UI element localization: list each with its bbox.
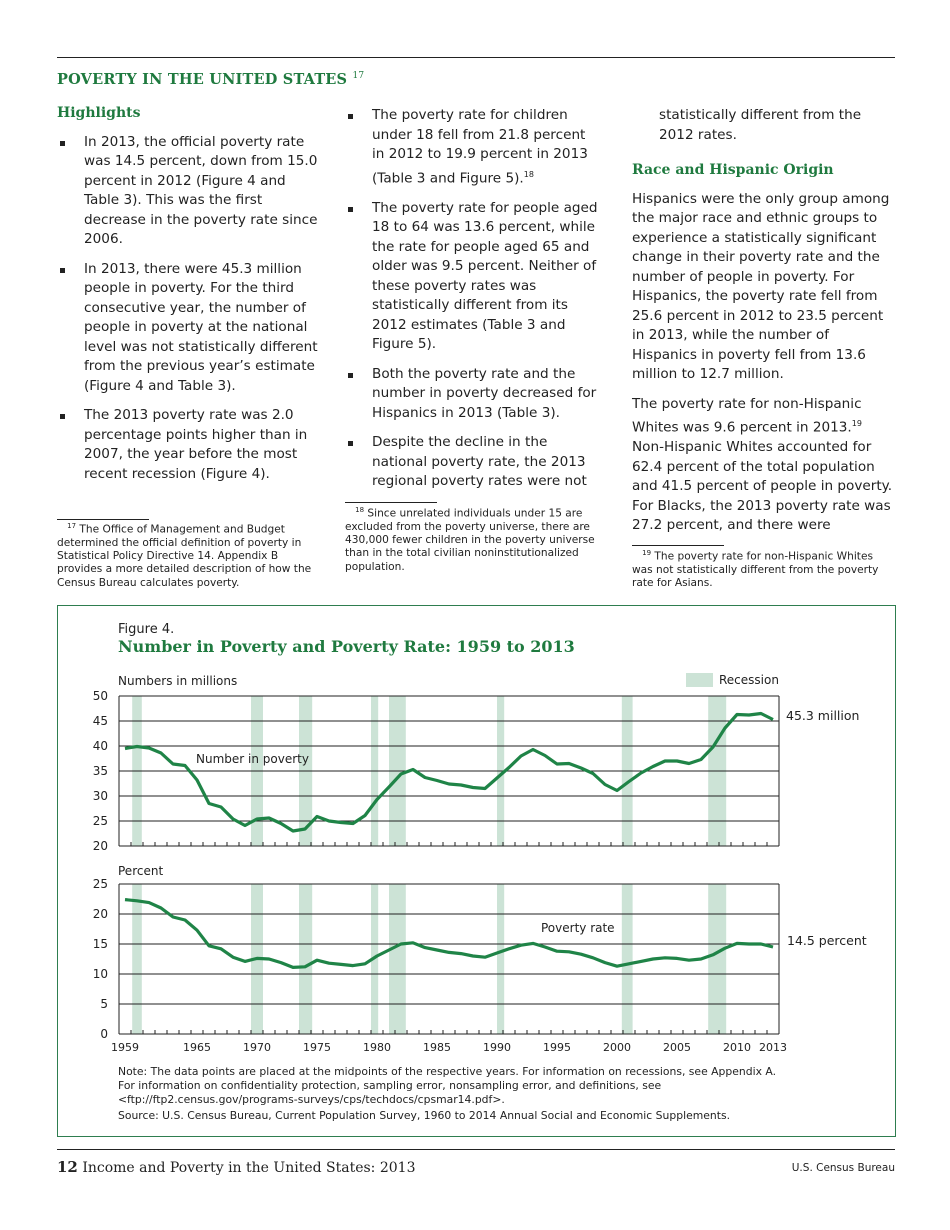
bullet-item: The 2013 poverty rate was 2.0 percentage… <box>57 406 322 484</box>
y-tick-label: 15 <box>93 937 108 951</box>
x-tick-label: 1965 <box>183 1041 211 1054</box>
recession-band <box>389 884 406 1034</box>
column-1: Highlights In 2013, the official poverty… <box>57 104 322 494</box>
footnote-rule <box>632 545 724 546</box>
recession-band <box>132 884 142 1034</box>
recession-band <box>299 884 313 1034</box>
x-tick-label: 1995 <box>543 1041 571 1054</box>
footnote-number: 19 <box>642 549 652 557</box>
y-tick-label: 30 <box>93 789 108 803</box>
bullet-item: In 2013, there were 45.3 million people … <box>57 260 322 397</box>
top-rule <box>57 57 895 58</box>
figure-note: Note: The data points are placed at the … <box>118 1065 776 1078</box>
y-tick-label: 25 <box>93 814 108 828</box>
y-tick-label: 50 <box>93 689 108 703</box>
bullet-text: The poverty rate for children under 18 f… <box>372 107 588 187</box>
footnote-rule <box>345 502 437 503</box>
series-line <box>124 898 774 969</box>
bullet-item: Despite the decline in the national pove… <box>345 433 601 492</box>
footnote-ref: 18 <box>523 169 534 179</box>
footnote-ref: 19 <box>851 419 862 428</box>
paragraph: Hispanics were the only group among the … <box>632 190 890 383</box>
rate-end-label: 14.5 percent <box>787 933 867 948</box>
continued-bullet-text: statistically different from the 2012 ra… <box>659 107 862 143</box>
paragraph-text: Non-Hispanic Whites accounted for 62.4 p… <box>632 439 893 534</box>
y-tick-label: 5 <box>100 997 108 1011</box>
poverty-chart: Figure 4. Number in Poverty and Poverty … <box>93 622 867 1122</box>
figure-4: Figure 4. Number in Poverty and Poverty … <box>57 605 896 1137</box>
number-series-label: Number in poverty <box>196 752 309 766</box>
recession-legend-label: Recession <box>719 673 779 687</box>
y-tick-label: 20 <box>93 839 108 853</box>
section-title-text: POVERTY IN THE UNITED STATES <box>57 71 348 88</box>
recession-band <box>621 884 633 1034</box>
paragraph: The poverty rate for non-Hispanic Whites… <box>632 395 894 536</box>
top-y-axis-label: Numbers in millions <box>118 674 237 688</box>
footnote-number: 18 <box>355 506 365 514</box>
x-tick-label: 2013 <box>759 1041 787 1054</box>
bullet-list: The poverty rate for children under 18 f… <box>345 106 601 492</box>
bullet-item: Both the poverty rate and the number in … <box>345 365 601 424</box>
section-title: POVERTY IN THE UNITED STATES 17 <box>57 71 364 88</box>
x-tick-label: 2010 <box>723 1041 751 1054</box>
y-tick-label: 0 <box>100 1027 108 1041</box>
footnote-text: Since unrelated individuals under 15 are… <box>345 507 595 573</box>
figure-label: Figure 4. <box>118 622 174 637</box>
x-tick-label: 1959 <box>111 1041 139 1054</box>
y-tick-label: 10 <box>93 967 108 981</box>
y-tick-label: 40 <box>93 739 108 753</box>
page-number: 12 <box>57 1158 78 1176</box>
y-tick-label: 35 <box>93 764 108 778</box>
footer: 12 Income and Poverty in the United Stat… <box>57 1158 415 1176</box>
y-tick-label: 45 <box>93 714 108 728</box>
recession-band <box>497 884 505 1034</box>
x-tick-label: 1985 <box>423 1041 451 1054</box>
bullet-item: In 2013, the official poverty rate was 1… <box>57 133 322 250</box>
footnote-text: The Office of Management and Budget dete… <box>57 523 312 589</box>
recession-legend-swatch <box>686 673 713 687</box>
x-tick-label: 1990 <box>483 1041 511 1054</box>
footnote-19: 19 The poverty rate for non-Hispanic Whi… <box>632 547 894 590</box>
x-tick-label: 1970 <box>243 1041 271 1054</box>
footer-publisher: U.S. Census Bureau <box>791 1162 895 1174</box>
footer-title: Income and Poverty in the United States:… <box>82 1160 416 1176</box>
figure-note-link[interactable]: <ftp://ftp2.census.gov/programs-surveys/… <box>118 1093 505 1106</box>
x-tick-label: 2005 <box>663 1041 691 1054</box>
y-tick-label: 20 <box>93 907 108 921</box>
footnote-18: 18 Since unrelated individuals under 15 … <box>345 504 600 574</box>
column-2: The poverty rate for children under 18 f… <box>345 106 601 502</box>
bullet-item: The poverty rate for children under 18 f… <box>345 106 601 189</box>
recession-band <box>708 884 727 1034</box>
x-tick-label: 1975 <box>303 1041 331 1054</box>
highlights-heading: Highlights <box>57 105 141 121</box>
race-hispanic-heading: Race and Hispanic Origin <box>632 162 834 178</box>
highlights-list: In 2013, the official poverty rate was 1… <box>57 133 322 485</box>
bottom-y-axis-label: Percent <box>118 864 163 878</box>
paragraph-text: The poverty rate for non-Hispanic Whites… <box>632 395 862 436</box>
footer-rule <box>57 1149 895 1150</box>
footnote-ref: 17 <box>352 71 365 82</box>
number-end-label: 45.3 million <box>786 708 859 723</box>
rate-series-label: Poverty rate <box>541 921 615 935</box>
footnote-text: The poverty rate for non-Hispanic Whites… <box>632 550 879 590</box>
footnote-rule <box>57 519 149 520</box>
footnote-number: 17 <box>67 522 77 530</box>
x-tick-label: 2000 <box>603 1041 631 1054</box>
y-tick-label: 25 <box>93 877 108 891</box>
bullet-item: The poverty rate for people aged 18 to 6… <box>345 199 601 355</box>
figure-note: For information on confidentiality prote… <box>118 1079 661 1092</box>
figure-source: Source: U.S. Census Bureau, Current Popu… <box>118 1109 730 1122</box>
column-3: statistically different from the 2012 ra… <box>632 106 894 546</box>
series-line <box>124 711 774 833</box>
figure-title: Number in Poverty and Poverty Rate: 1959… <box>118 637 575 656</box>
footnote-17: 17 The Office of Management and Budget d… <box>57 520 319 590</box>
x-tick-label: 1980 <box>363 1041 391 1054</box>
